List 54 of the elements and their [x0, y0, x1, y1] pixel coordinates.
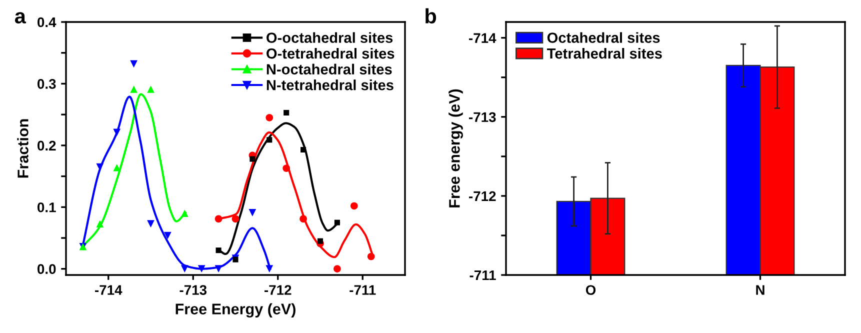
point	[147, 220, 154, 228]
legend-label: N-tetrahedral sites	[266, 80, 394, 90]
y-tick-label: -714	[469, 33, 496, 43]
point	[266, 265, 274, 273]
point	[350, 202, 358, 210]
point	[180, 265, 188, 273]
point	[300, 146, 306, 153]
point	[198, 265, 206, 273]
x-tick-label: -712	[264, 285, 292, 295]
y-axis-title: Free energy (eV)	[448, 89, 463, 208]
y-tick-label: -711	[470, 270, 496, 280]
y-tick-label: 0.0	[38, 264, 56, 274]
text: b	[426, 8, 436, 24]
point	[180, 210, 188, 217]
point	[266, 137, 272, 143]
point	[266, 114, 274, 122]
legend-label: N-octahedral sites	[266, 64, 392, 74]
x-tick-label: -714	[95, 285, 122, 295]
point	[367, 252, 375, 260]
point	[164, 232, 172, 240]
y-tick-label: -712	[469, 191, 496, 201]
point	[300, 215, 307, 223]
point	[113, 128, 121, 136]
x-tick-label: -713	[180, 285, 207, 295]
point	[214, 215, 222, 223]
y-axis-title: Fraction	[17, 119, 28, 178]
x-tick-label: -711	[350, 285, 376, 295]
point	[130, 86, 138, 93]
text: a	[14, 12, 26, 24]
x-axis-title: Free Energy (eV)	[176, 303, 296, 318]
point	[334, 265, 341, 273]
legend-label: O-tetrahedral sites	[266, 48, 394, 59]
x-tick-label: N	[756, 285, 764, 295]
point	[232, 215, 240, 223]
y-tick-label: 0.4	[38, 17, 56, 28]
point	[317, 238, 324, 244]
y-tick-label: 0.2	[38, 140, 56, 151]
point	[130, 60, 138, 68]
point	[147, 86, 154, 93]
point	[216, 248, 222, 254]
legend-label: Octahedral sites	[547, 32, 660, 43]
point	[334, 220, 340, 226]
y-tick-label: 0.1	[38, 202, 56, 212]
legend-label: Tetrahedral sites	[546, 48, 662, 59]
point	[282, 164, 290, 172]
y-tick-label: 0.3	[38, 79, 56, 89]
x-tick-label: O	[586, 285, 596, 295]
point	[250, 156, 256, 162]
point	[214, 265, 222, 273]
point	[96, 220, 104, 228]
point	[284, 110, 290, 116]
point	[248, 209, 256, 216]
legend-label: O-octahedral sites	[266, 32, 393, 43]
y-tick-label: -713	[469, 112, 496, 122]
